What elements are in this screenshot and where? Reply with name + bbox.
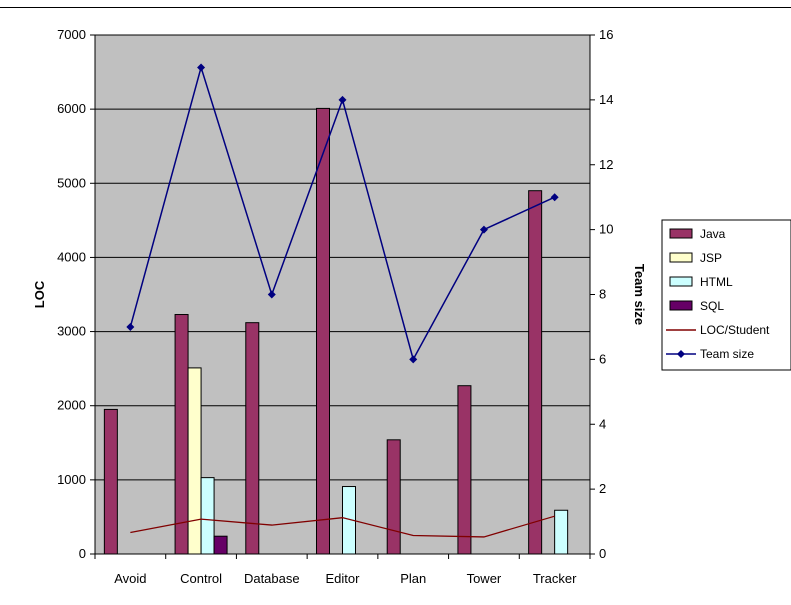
y2-tick-label: 8: [599, 287, 606, 302]
x-tick-label: Database: [244, 571, 300, 586]
bar-java: [386, 439, 401, 555]
x-tick-label: Plan: [400, 571, 426, 586]
y-tick-label: 6000: [57, 101, 86, 116]
bar-java: [316, 107, 330, 555]
lines: [126, 63, 559, 538]
y2-tick-label: 10: [599, 222, 613, 237]
point-team-size: [409, 355, 418, 364]
bar-java: [103, 408, 118, 555]
point-team-size: [479, 225, 488, 234]
legend-swatch-html: [669, 276, 693, 287]
bar-java: [457, 385, 472, 555]
line-loc-student: [130, 515, 555, 538]
legend: Java JSP HTML SQL LOC/Student Team size: [661, 219, 791, 371]
axes: 0 1000 2000 3000 4000 5000 6000 7000 0 2 4 6 8 10 12 14…: [57, 27, 613, 586]
bar-html: [554, 509, 569, 555]
y-tick-label: 5000: [57, 175, 86, 190]
bar-sql: [213, 535, 228, 555]
point-team-size: [126, 322, 135, 331]
top-rule: [0, 7, 791, 8]
y-tick-label: 1000: [57, 472, 86, 487]
legend-label-sql: SQL: [700, 299, 724, 313]
y2-tick-label: 6: [599, 351, 606, 366]
y2-axis-title: Team size: [632, 264, 647, 325]
legend-label-loc-student: LOC/Student: [700, 323, 770, 337]
y-tick-label: 4000: [57, 249, 86, 264]
bar-jsp: [187, 367, 202, 555]
y-tick-label: 3000: [57, 324, 86, 339]
legend-swatch-java: [669, 228, 693, 239]
bar-java: [245, 322, 260, 555]
y2-tick-label: 16: [599, 27, 613, 42]
bar-html: [200, 477, 215, 555]
legend-marker-team-size: [677, 350, 685, 358]
y2-tick-label: 14: [599, 92, 613, 107]
x-tick-label: Avoid: [114, 571, 146, 586]
y2-tick-label: 12: [599, 157, 613, 172]
bar-java: [174, 314, 189, 555]
y-tick-label: 7000: [57, 27, 86, 42]
legend-box: [661, 219, 791, 371]
legend-label-html: HTML: [700, 275, 733, 289]
plot-area: [94, 34, 591, 555]
y2-tick-label: 2: [599, 481, 606, 496]
x-tick-label: Control: [180, 571, 222, 586]
y2-tick-label: 0: [599, 546, 606, 561]
y2-tick-label: 4: [599, 416, 606, 431]
y-tick-label: 0: [79, 546, 86, 561]
bars: [103, 107, 569, 555]
legend-label-java: Java: [700, 227, 726, 241]
point-team-size: [267, 290, 276, 299]
bar-java: [528, 190, 543, 555]
legend-label-jsp: JSP: [700, 251, 722, 265]
legend-label-team-size: Team size: [700, 347, 754, 361]
legend-swatch-jsp: [669, 252, 693, 263]
x-tick-label: Editor: [326, 571, 361, 586]
y-tick-label: 2000: [57, 398, 86, 413]
x-tick-label: Tower: [467, 571, 502, 586]
x-tick-label: Tracker: [533, 571, 577, 586]
point-team-size: [338, 95, 347, 104]
point-team-size: [550, 193, 559, 202]
point-team-size: [197, 63, 206, 72]
y-axis-title: LOC: [32, 280, 47, 308]
legend-swatch-sql: [669, 300, 693, 311]
